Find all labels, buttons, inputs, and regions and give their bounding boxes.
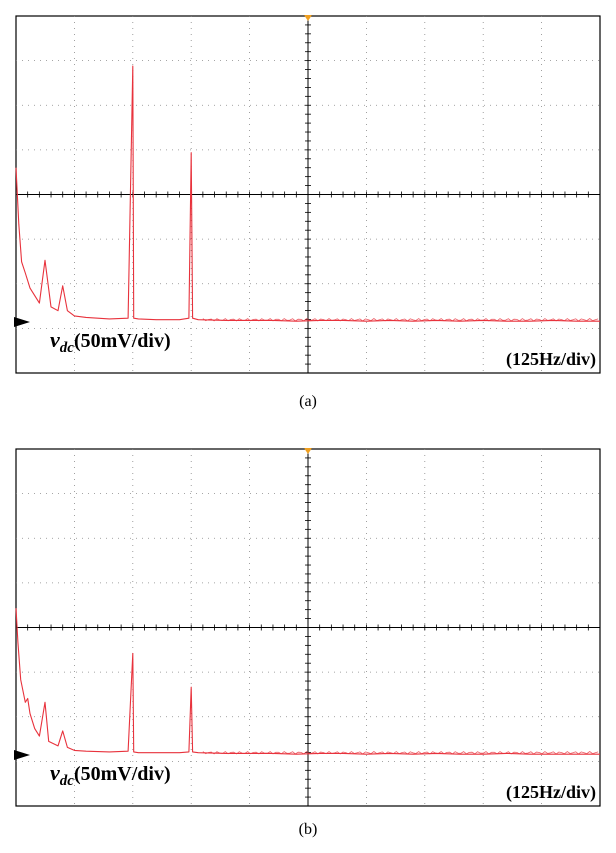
figure-b: vdc(50mV/div) (125Hz/div) (b) <box>0 433 616 853</box>
spectrum-trace <box>15 65 600 322</box>
x-scale-label: (125Hz/div) <box>506 782 596 803</box>
baseline-noise <box>202 318 599 322</box>
baseline-noise <box>202 751 599 755</box>
trigger-marker <box>304 448 312 454</box>
x-scale-label: (125Hz/div) <box>506 349 596 370</box>
figure-a: vdc(50mV/div) (125Hz/div) (a) <box>0 0 616 420</box>
oscilloscope-b: vdc(50mV/div) (125Hz/div) <box>14 448 601 807</box>
ground-marker <box>14 749 30 760</box>
ground-marker <box>14 316 30 327</box>
trigger-marker <box>304 15 312 21</box>
channel-label: vdc(50mV/div) <box>50 760 171 789</box>
channel-label: vdc(50mV/div) <box>50 327 171 356</box>
oscilloscope-a: vdc(50mV/div) (125Hz/div) <box>14 15 601 374</box>
caption-a: (a) <box>299 393 317 410</box>
caption-b: (b) <box>298 821 318 838</box>
